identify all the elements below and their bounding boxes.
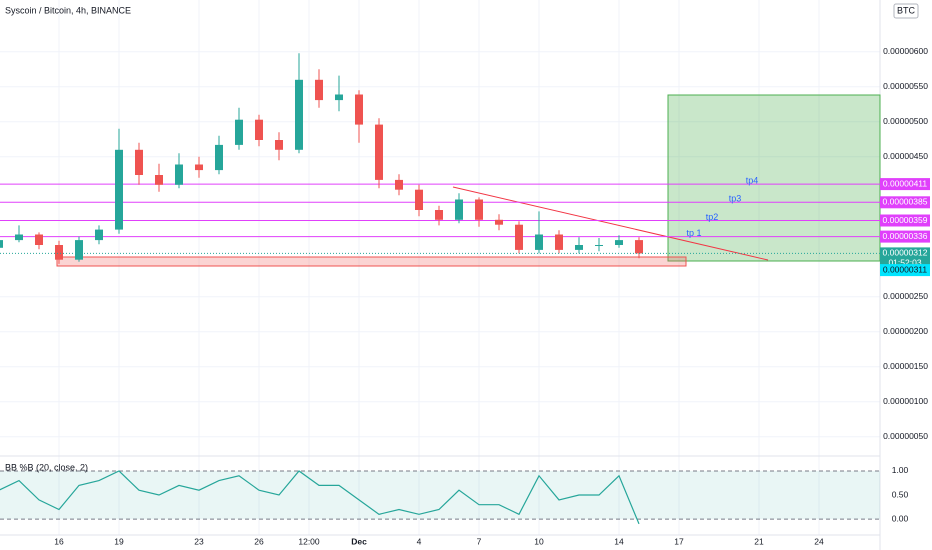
y-tick-label: 0.00000150 <box>883 361 928 371</box>
bid-price-box <box>880 264 930 277</box>
target-label: tp2 <box>706 212 719 222</box>
target-label: tp3 <box>729 194 742 204</box>
y-tick-label: 0.00000450 <box>883 151 928 161</box>
bid-price-label: 0.00000311 <box>883 264 928 274</box>
y-tick-label: 0.00000550 <box>883 81 928 91</box>
x-tick-label: 14 <box>614 536 624 546</box>
last-price-box <box>880 247 930 270</box>
currency-button[interactable] <box>893 3 919 19</box>
candle-body <box>575 245 583 250</box>
candle-body <box>35 234 43 245</box>
candle-body <box>0 240 3 248</box>
candle-body <box>315 79 323 101</box>
y-tick-label: 0.00000100 <box>883 396 928 406</box>
candle-body <box>495 219 503 225</box>
candle-body <box>95 229 103 241</box>
x-tick-label: 7 <box>477 536 482 546</box>
countdown: 01:52:03 <box>888 258 921 268</box>
x-tick-label: 19 <box>114 536 124 546</box>
candle-body <box>275 140 283 150</box>
last-price-label: 0.00000312 <box>883 248 928 258</box>
candle-body <box>155 175 163 185</box>
level-label: 0.00000411 <box>883 178 928 188</box>
candle-body <box>115 149 123 230</box>
candle-body <box>235 119 243 145</box>
candle-body <box>555 234 563 250</box>
currency-button-label[interactable]: BTC <box>897 5 916 15</box>
level-label-box <box>880 230 930 243</box>
candle-body <box>75 240 83 260</box>
candle-body <box>375 124 383 180</box>
level-label: 0.00000385 <box>883 197 928 207</box>
y-tick-label: 0.00000250 <box>883 291 928 301</box>
target-zone <box>667 94 881 262</box>
indicator-line <box>0 470 640 525</box>
candle-body <box>615 240 623 245</box>
candle-body <box>515 224 523 250</box>
x-tick-label: 10 <box>534 536 544 546</box>
y-tick-label: 0.00000200 <box>883 326 928 336</box>
x-tick-label: Dec <box>351 536 367 546</box>
indicator-tick-label: 1.00 <box>892 465 909 475</box>
candle-body <box>535 234 543 250</box>
candle-body <box>635 240 643 254</box>
x-tick-label: 12:00 <box>298 536 320 546</box>
chart-title: Syscoin / Bitcoin, 4h, BINANCE <box>5 5 131 15</box>
candle-body <box>135 149 143 175</box>
y-tick-label: 0.00000500 <box>883 116 928 126</box>
candle-body <box>335 94 343 101</box>
candle-body <box>435 210 443 220</box>
target-label: tp4 <box>746 175 759 185</box>
indicator-title: BB %B (20, close, 2) <box>5 462 88 472</box>
level-label: 0.00000336 <box>883 231 928 241</box>
candle-body <box>255 119 263 140</box>
candle-body <box>355 94 363 125</box>
level-label: 0.00000359 <box>883 215 928 225</box>
candle-body <box>595 245 603 246</box>
y-tick-label: 0.00000050 <box>883 431 928 441</box>
x-tick-label: 23 <box>194 536 204 546</box>
candle-body <box>475 199 483 220</box>
x-tick-label: 21 <box>754 536 764 546</box>
x-tick-label: 26 <box>254 536 264 546</box>
candle-body <box>395 179 403 190</box>
x-tick-label: 24 <box>814 536 824 546</box>
candle-body <box>195 164 203 171</box>
x-tick-label: 17 <box>674 536 684 546</box>
candle-body <box>415 189 423 210</box>
indicator-band <box>0 470 880 520</box>
x-tick-label: 16 <box>54 536 64 546</box>
indicator-tick-label: 0.00 <box>892 513 909 523</box>
level-label-box <box>880 178 930 191</box>
candle-body <box>55 245 63 260</box>
level-label-box <box>880 196 930 209</box>
x-tick-label: 4 <box>417 536 422 546</box>
candle-body <box>15 234 23 241</box>
candle-body <box>175 164 183 185</box>
candle-body <box>295 79 303 150</box>
indicator-tick-label: 0.50 <box>892 489 909 499</box>
support-zone <box>56 256 687 267</box>
level-label-box <box>880 214 930 227</box>
target-label: tp 1 <box>686 228 701 238</box>
y-tick-label: 0.00000600 <box>883 46 928 56</box>
trend-line <box>452 186 769 261</box>
candle-body <box>455 199 463 220</box>
candle-body <box>215 144 223 171</box>
